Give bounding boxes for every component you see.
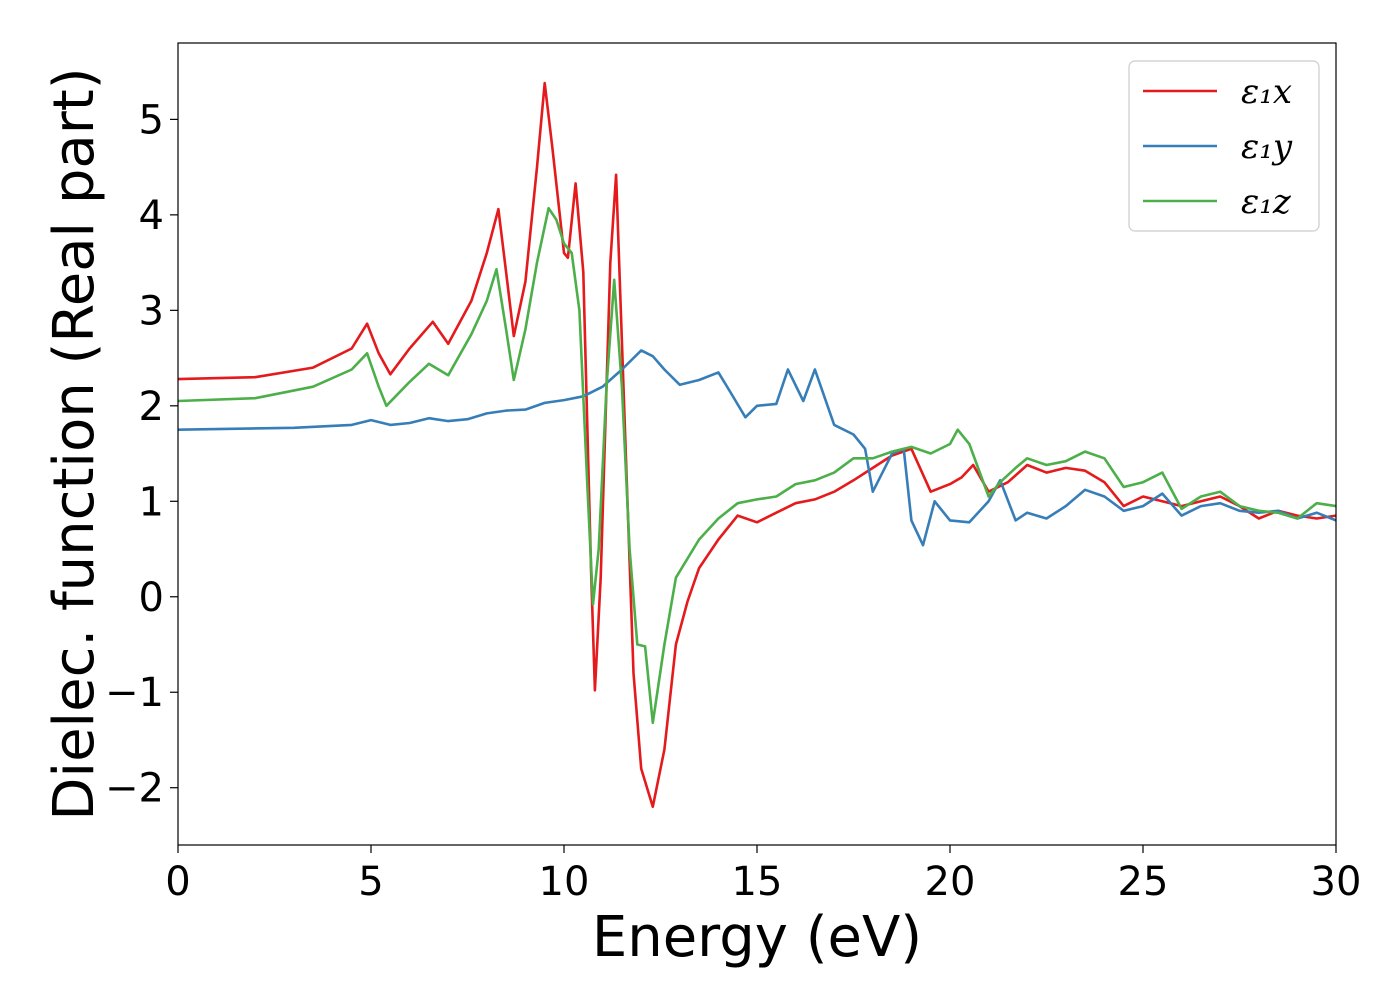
x-tick-label: 15 — [732, 859, 783, 905]
y-axis-title: Dielec. function (Real part) — [42, 67, 107, 820]
series-line-1 — [178, 81, 1336, 809]
x-tick-label: 0 — [165, 859, 190, 905]
series-line-3 — [178, 206, 1336, 725]
x-tick-label: 25 — [1118, 859, 1169, 905]
y-tick-label: −1 — [105, 670, 164, 716]
legend-label-2: ε₁y — [1241, 127, 1293, 167]
legend: ε₁x ε₁y ε₁z — [1128, 60, 1320, 232]
x-axis-title: Energy (eV) — [592, 905, 922, 970]
y-tick-label: 2 — [139, 384, 164, 430]
x-tick-label: 30 — [1311, 859, 1362, 905]
y-tick-label: 1 — [139, 479, 164, 525]
x-tick-label: 20 — [925, 859, 976, 905]
series-line-2 — [178, 349, 1336, 547]
legend-label-3: ε₁z — [1241, 182, 1292, 222]
legend-label-1: ε₁x — [1241, 72, 1292, 112]
legend-box — [1128, 60, 1320, 232]
x-tick-label: 5 — [358, 859, 383, 905]
y-tick-label: 0 — [139, 575, 164, 621]
series-layer — [178, 81, 1336, 809]
x-tick-label: 10 — [539, 859, 590, 905]
y-tick-label: −2 — [105, 766, 164, 812]
y-axis: −2 −1 0 1 2 3 4 5 — [105, 97, 178, 812]
y-tick-label: 5 — [139, 97, 164, 143]
x-axis: 0 5 10 15 20 25 30 — [165, 845, 1361, 905]
y-tick-label: 4 — [139, 193, 164, 239]
y-tick-label: 3 — [139, 288, 164, 334]
